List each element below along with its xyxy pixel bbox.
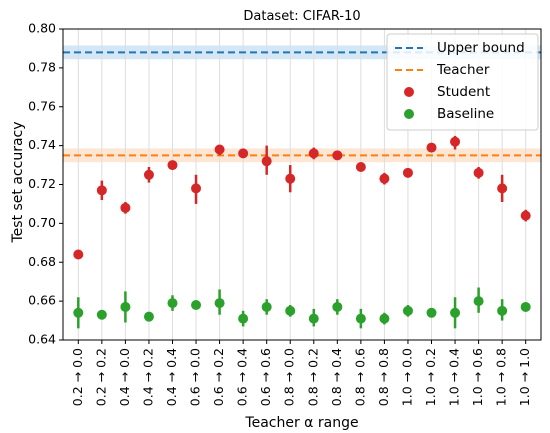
data-point: [143, 311, 154, 322]
x-tick-label: 0.8 → 0.6: [352, 348, 367, 406]
x-tick-label: 1.0 → 0.2: [423, 348, 438, 406]
data-point: [450, 307, 461, 318]
data-point: [308, 313, 319, 324]
chart-title: Dataset: CIFAR-10: [243, 9, 360, 24]
data-point: [332, 301, 343, 312]
data-point: [214, 298, 225, 309]
data-point: [473, 167, 484, 178]
data-point: [73, 307, 84, 318]
legend-entry: Upper bound: [437, 40, 525, 56]
x-tick-label: 0.4 → 0.4: [164, 348, 179, 406]
x-tick-label: 0.8 → 0.8: [376, 348, 391, 406]
x-tick-label: 0.6 → 0.4: [235, 348, 250, 406]
legend: Upper bound Teacher Student Baseline: [386, 33, 539, 131]
legend-frame: [386, 33, 539, 131]
y-axis-title: Test set accuracy: [10, 121, 26, 243]
data-point: [402, 167, 413, 178]
x-tick-label: 1.0 → 0.8: [494, 348, 509, 406]
legend-entry: Teacher: [436, 62, 490, 78]
data-marks: [73, 135, 531, 329]
data-point: [497, 183, 508, 194]
data-point: [167, 160, 178, 171]
x-tick-label: 0.8 → 0.2: [305, 348, 320, 406]
data-point: [285, 173, 296, 184]
x-tick-label: 0.4 → 0.2: [140, 348, 155, 406]
data-point: [308, 148, 319, 159]
legend-swatch: [404, 109, 414, 119]
data-point: [520, 210, 531, 221]
data-point: [426, 142, 437, 153]
y-tick-label: 0.72: [28, 176, 56, 191]
y-tick-label: 0.74: [28, 137, 56, 152]
y-tick-label: 0.66: [28, 293, 56, 308]
y-tick-label: 0.80: [28, 21, 56, 36]
legend-entry: Baseline: [437, 106, 494, 122]
data-point: [214, 144, 225, 155]
y-tick-label: 0.70: [28, 215, 56, 230]
data-point: [96, 309, 107, 320]
x-tick-label: 1.0 → 0.6: [470, 348, 485, 406]
legend-swatch: [404, 87, 414, 97]
y-tick-label: 0.78: [28, 59, 56, 74]
data-point: [332, 150, 343, 161]
data-point: [450, 136, 461, 147]
data-point: [167, 298, 178, 309]
data-point: [379, 173, 390, 184]
x-tick-label: 1.0 → 1.0: [517, 348, 532, 406]
x-tick-label: 1.0 → 0.4: [447, 348, 462, 406]
data-point: [238, 313, 249, 324]
data-point: [143, 169, 154, 180]
data-point: [520, 301, 531, 312]
data-point: [402, 305, 413, 316]
data-point: [285, 305, 296, 316]
data-point: [261, 156, 272, 167]
data-point: [73, 249, 84, 260]
y-axis-ticks: 0.64 0.66 0.68 0.70 0.72 0.74 0.76 0.78 0.80: [28, 21, 63, 347]
y-tick-label: 0.76: [28, 98, 56, 113]
reference-band: [63, 148, 541, 163]
data-point: [238, 148, 249, 159]
x-tick-label: 0.2 → 0.0: [70, 348, 85, 406]
x-tick-label: 1.0 → 0.0: [399, 348, 414, 406]
x-tick-label: 0.8 → 0.4: [329, 348, 344, 406]
data-point: [497, 305, 508, 316]
x-tick-label: 0.6 → 0.0: [188, 348, 203, 406]
x-axis-ticks: 0.2 → 0.0 0.2 → 0.2 0.4 → 0.0 0.4 → 0.2 0.4 …: [70, 340, 532, 406]
data-point: [261, 301, 272, 312]
x-tick-label: 0.6 → 0.6: [258, 348, 273, 406]
data-point: [426, 307, 437, 318]
data-point: [191, 183, 202, 194]
x-tick-label: 0.6 → 0.2: [211, 348, 226, 406]
y-tick-label: 0.64: [28, 332, 56, 347]
data-point: [473, 296, 484, 307]
data-point: [120, 301, 131, 312]
x-tick-label: 0.8 → 0.0: [282, 348, 297, 406]
data-point: [191, 300, 202, 311]
data-point: [355, 313, 366, 324]
x-tick-label: 0.2 → 0.2: [93, 348, 108, 406]
data-point: [120, 202, 131, 213]
x-axis-title: Teacher α range: [244, 415, 358, 431]
data-point: [96, 185, 107, 196]
x-tick-label: 0.4 → 0.0: [117, 348, 132, 406]
data-point: [379, 313, 390, 324]
legend-entry: Student: [437, 84, 490, 100]
y-tick-label: 0.68: [28, 254, 56, 269]
data-point: [355, 162, 366, 173]
